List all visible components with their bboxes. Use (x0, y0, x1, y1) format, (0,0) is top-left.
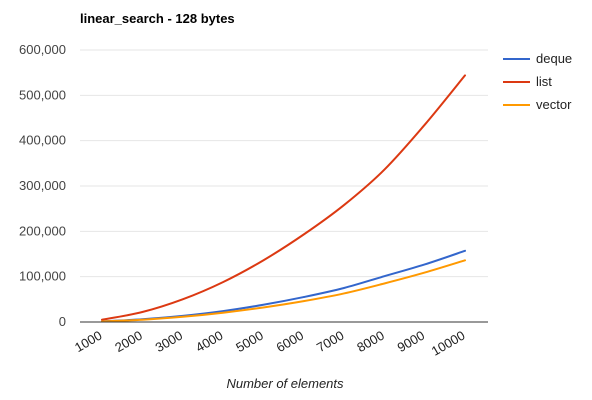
legend-label-deque: deque (536, 51, 572, 66)
x-tick-label: 6000 (274, 328, 307, 355)
series-line-deque (101, 249, 466, 323)
x-tick-label: 7000 (314, 328, 347, 355)
x-tick-label: 5000 (233, 328, 266, 355)
legend-label-list: list (536, 74, 552, 89)
y-tick-label: 500,000 (19, 87, 66, 102)
y-tick-label: 600,000 (19, 42, 66, 57)
y-tick-label: 0 (59, 314, 66, 329)
series-line-list (101, 74, 466, 321)
legend: deque list vector (503, 51, 572, 112)
legend-label-vector: vector (536, 97, 572, 112)
chart-title: linear_search - 128 bytes (80, 11, 235, 26)
x-tick-label: 4000 (193, 328, 226, 355)
x-tick-label: 1000 (72, 328, 105, 355)
series-lines (101, 74, 466, 323)
gridlines (80, 49, 488, 278)
x-axis-label: Number of elements (226, 376, 344, 391)
y-tick-label: 100,000 (19, 269, 66, 284)
x-axis-tick-labels: 1000 2000 3000 4000 5000 6000 7000 8000 9000 1000… (72, 328, 468, 359)
x-tick-label: 9000 (395, 328, 428, 355)
x-tick-label: 2000 (112, 328, 145, 355)
y-tick-label: 200,000 (19, 223, 66, 238)
x-tick-label: 8000 (354, 328, 387, 355)
y-axis-tick-labels: 0 100,000 200,000 300,000 400,000 500,000 600,… (19, 42, 66, 329)
x-tick-label: 10000 (429, 328, 468, 359)
series-line-vector (101, 259, 466, 323)
y-tick-label: 400,000 (19, 133, 66, 148)
x-tick-label: 3000 (153, 328, 186, 355)
y-tick-label: 300,000 (19, 178, 66, 193)
